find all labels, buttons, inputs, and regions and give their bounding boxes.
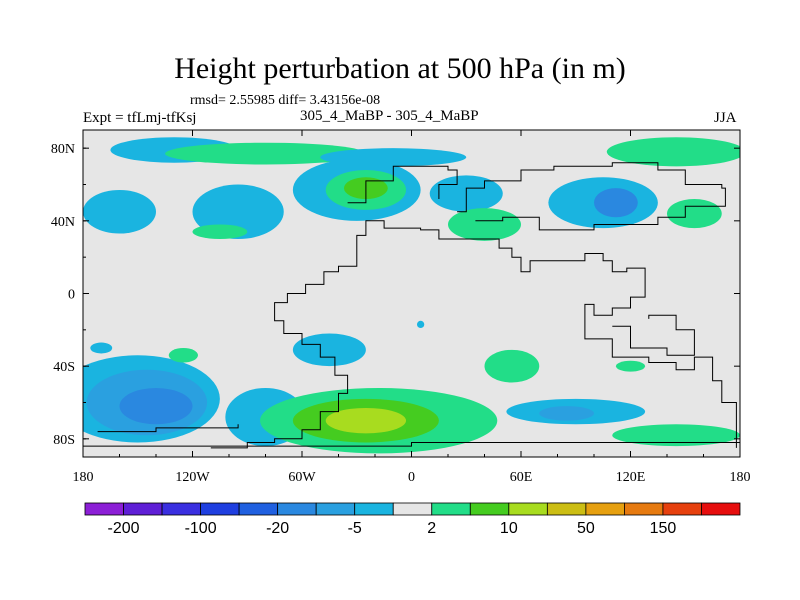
colorbar-swatch <box>469 502 510 516</box>
lon-tick-label: 60W <box>288 470 316 485</box>
colorbar-swatch <box>84 502 124 516</box>
contour-blob <box>90 342 113 354</box>
contour-field <box>83 137 740 454</box>
contour-blob <box>292 333 366 367</box>
colorbar-swatch <box>123 502 163 516</box>
contour-blob <box>83 189 156 234</box>
contour-blob <box>594 188 638 218</box>
contour-blob <box>539 406 594 421</box>
contour-blob <box>484 349 540 383</box>
colorbar-label: 150 <box>650 520 677 537</box>
colorbar-swatch <box>392 502 433 516</box>
map-axes: 180 120W 60W 0 60E 120E 180 80N 40N 0 40S 80S <box>51 130 751 485</box>
contour-blob <box>615 360 646 372</box>
colorbar-swatch <box>238 502 279 516</box>
colorbar-swatch <box>662 502 702 516</box>
contour-blob <box>119 387 193 425</box>
contour-blob <box>606 137 740 167</box>
case-label: 305_4_MaBP - 305_4_MaBP <box>300 108 479 124</box>
lat-tick-label: 40N <box>51 215 75 230</box>
colorbar-label: 10 <box>500 520 518 537</box>
contour-blob <box>416 320 425 329</box>
colorbar-label: 50 <box>577 520 595 537</box>
lon-tick-label: 60E <box>510 470 533 485</box>
contour-blob <box>168 348 198 363</box>
lon-tick-label: 0 <box>408 470 415 485</box>
colorbar-swatch <box>701 502 741 516</box>
lat-tick-label: 0 <box>68 288 75 303</box>
coastline <box>347 165 458 204</box>
coastline <box>210 220 737 449</box>
contour-blob <box>325 407 407 434</box>
colorbar-swatch <box>354 502 394 516</box>
colorbar-swatch <box>508 502 548 516</box>
colorbar-swatch <box>315 502 356 516</box>
colorbar-label: -5 <box>348 520 362 537</box>
stats-label: rmsd= 2.55985 diff= 3.43156e-08 <box>190 93 381 108</box>
colorbar-swatch <box>431 502 471 516</box>
season-label: JJA <box>714 110 737 126</box>
colorbar-swatch <box>277 502 317 516</box>
coastline <box>83 442 740 447</box>
colorbar-swatch <box>200 502 240 516</box>
lon-tick-label: 120W <box>175 470 210 485</box>
coastlines <box>83 162 740 449</box>
lat-tick-label: 80N <box>51 142 75 157</box>
colorbar-label: -100 <box>185 520 217 537</box>
lon-tick-label: 180 <box>73 470 94 485</box>
colorbar-swatch <box>546 502 587 516</box>
contour-blob <box>165 142 366 165</box>
contour-blob <box>612 424 740 447</box>
coastline <box>612 314 695 356</box>
colorbar: -200 -100 -20 -5 2 10 50 150 <box>84 502 741 537</box>
colorbar-swatch <box>624 502 664 516</box>
contour-blob <box>448 208 521 241</box>
experiment-label: Expt = tfLmj-tfKsj <box>83 110 197 126</box>
colorbar-label: -200 <box>108 520 140 537</box>
lon-tick-label: 120E <box>616 470 646 485</box>
lon-tick-label: 180 <box>730 470 751 485</box>
colorbar-label: 2 <box>427 520 436 537</box>
coastline <box>97 424 239 433</box>
contour-blob <box>192 224 248 239</box>
lat-tick-label: 80S <box>53 433 75 448</box>
chart-title: Height perturbation at 500 hPa (in m) <box>174 52 626 85</box>
colorbar-swatch <box>585 502 625 516</box>
colorbar-label: -20 <box>266 520 289 537</box>
colorbar-swatch <box>161 502 201 516</box>
contour-blob <box>667 199 722 229</box>
coastline <box>457 162 726 231</box>
lat-tick-label: 40S <box>53 360 75 375</box>
